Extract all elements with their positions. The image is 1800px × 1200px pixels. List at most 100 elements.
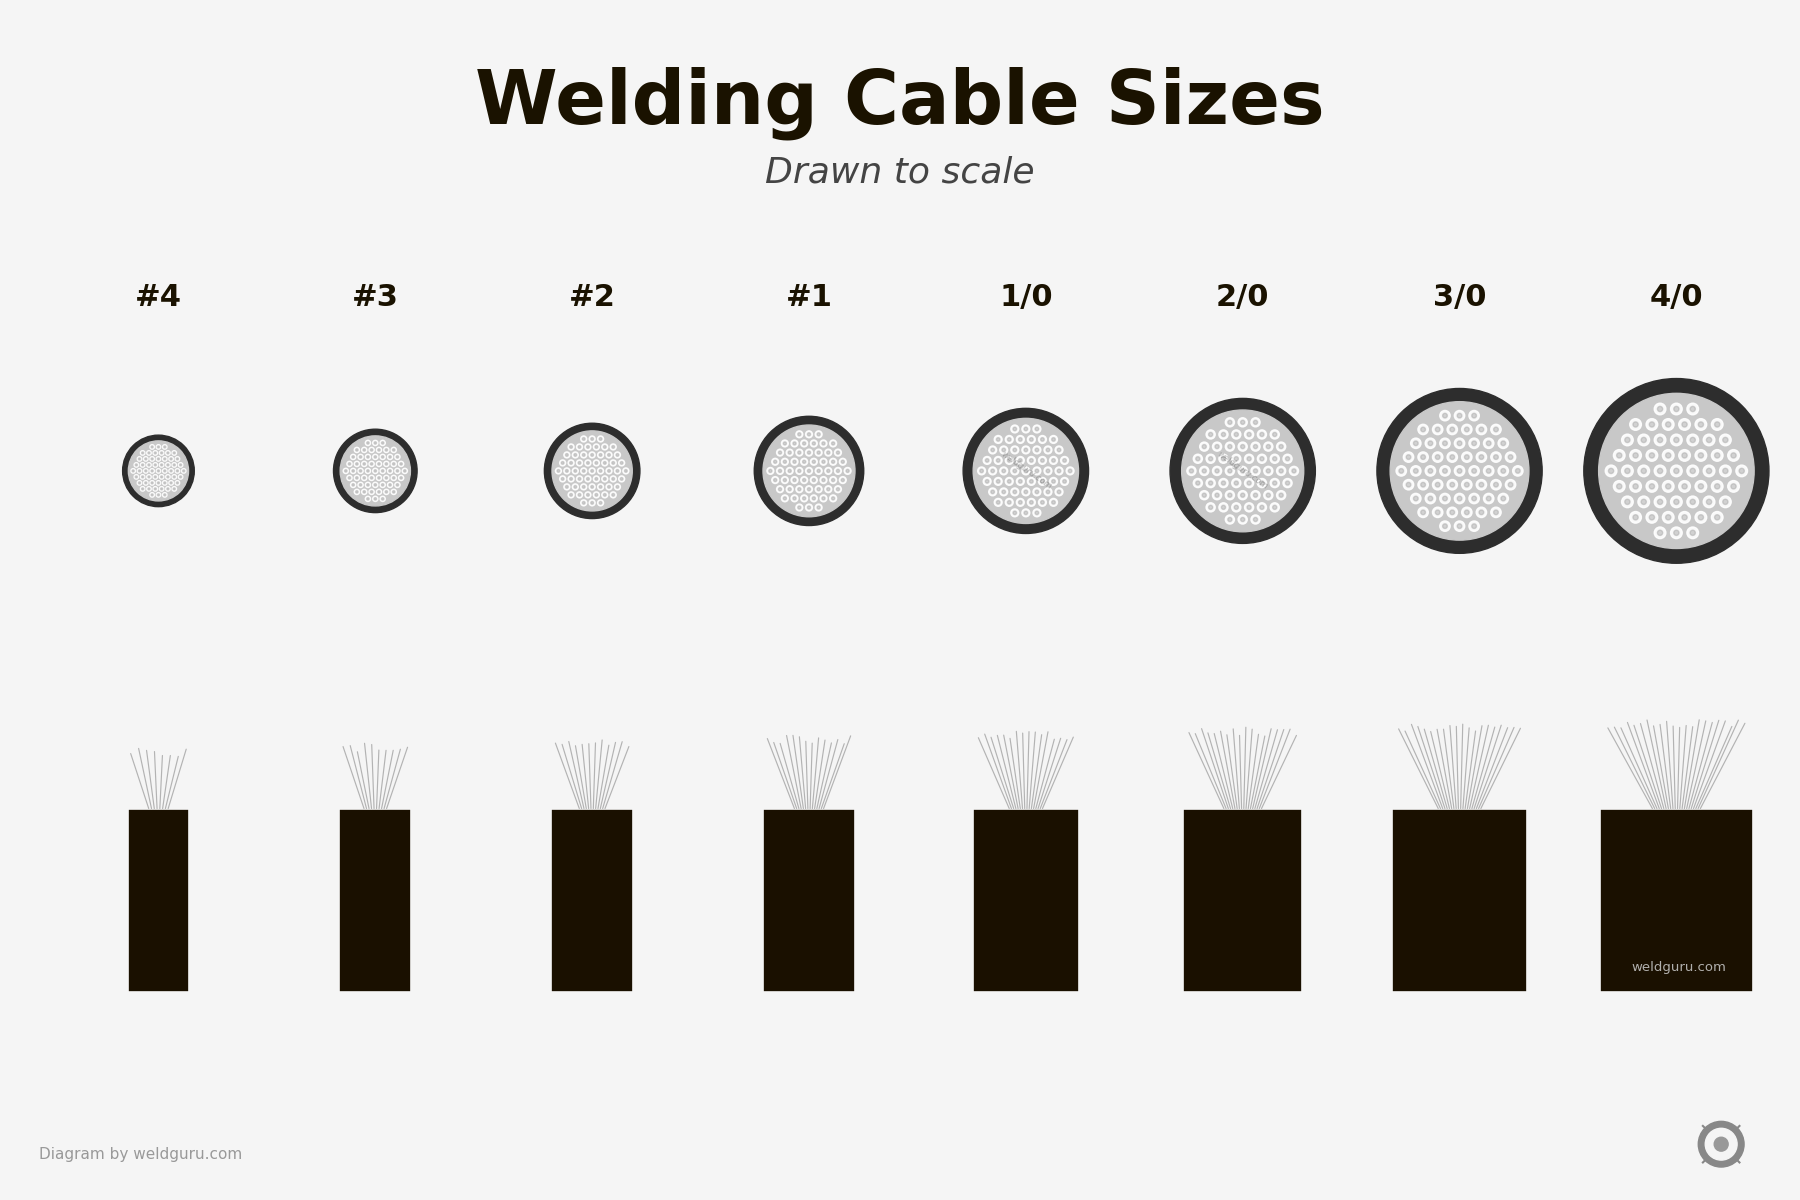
Circle shape: [616, 486, 619, 488]
Circle shape: [169, 470, 173, 472]
Circle shape: [169, 458, 173, 460]
Circle shape: [1213, 491, 1222, 499]
Circle shape: [583, 454, 585, 456]
Circle shape: [362, 475, 367, 480]
Circle shape: [376, 490, 382, 494]
Circle shape: [774, 461, 778, 463]
Circle shape: [823, 479, 824, 481]
Circle shape: [1613, 450, 1625, 461]
Circle shape: [1697, 452, 1703, 458]
Circle shape: [572, 468, 578, 474]
Circle shape: [1231, 479, 1240, 487]
Circle shape: [1049, 456, 1057, 464]
Circle shape: [353, 484, 355, 486]
Circle shape: [182, 469, 185, 473]
Circle shape: [160, 488, 162, 490]
Circle shape: [364, 476, 365, 479]
Circle shape: [167, 488, 169, 490]
Circle shape: [1490, 425, 1501, 434]
Circle shape: [1418, 452, 1429, 462]
Circle shape: [1616, 452, 1622, 458]
Circle shape: [808, 451, 810, 454]
Circle shape: [166, 463, 171, 467]
Circle shape: [598, 452, 603, 458]
Circle shape: [1622, 466, 1633, 476]
Circle shape: [365, 455, 371, 460]
Circle shape: [1649, 452, 1654, 458]
Circle shape: [1253, 517, 1258, 522]
Circle shape: [1728, 480, 1739, 492]
Circle shape: [1613, 480, 1625, 492]
Circle shape: [1024, 469, 1028, 473]
Circle shape: [157, 445, 160, 449]
Circle shape: [344, 469, 347, 472]
Circle shape: [1712, 480, 1723, 492]
Circle shape: [1044, 467, 1051, 475]
Circle shape: [1202, 444, 1206, 449]
Circle shape: [383, 475, 389, 480]
Circle shape: [1469, 466, 1480, 476]
Circle shape: [1501, 496, 1505, 500]
Circle shape: [1703, 496, 1715, 508]
Circle shape: [781, 476, 788, 484]
Bar: [763, 809, 855, 992]
Circle shape: [1039, 478, 1046, 485]
Circle shape: [598, 436, 603, 442]
Circle shape: [1674, 530, 1679, 535]
Text: #4: #4: [135, 283, 182, 312]
Circle shape: [1253, 444, 1258, 449]
Text: #1: #1: [785, 283, 832, 312]
Circle shape: [355, 490, 360, 494]
Circle shape: [360, 469, 362, 472]
Circle shape: [1458, 413, 1462, 418]
Circle shape: [1273, 432, 1276, 437]
Circle shape: [1044, 446, 1051, 454]
Circle shape: [144, 469, 148, 473]
Circle shape: [841, 479, 844, 481]
Circle shape: [1228, 469, 1231, 473]
Circle shape: [1476, 452, 1487, 462]
Circle shape: [162, 469, 167, 473]
Circle shape: [139, 458, 140, 460]
Circle shape: [585, 492, 590, 498]
Circle shape: [1231, 454, 1240, 463]
Circle shape: [391, 448, 396, 452]
Circle shape: [389, 469, 391, 472]
Circle shape: [1181, 410, 1303, 532]
Circle shape: [612, 493, 614, 497]
Circle shape: [817, 506, 821, 509]
Circle shape: [837, 451, 839, 454]
Circle shape: [983, 478, 992, 485]
Circle shape: [583, 486, 585, 488]
Circle shape: [1060, 478, 1069, 485]
Circle shape: [565, 469, 569, 473]
Circle shape: [1017, 478, 1024, 485]
Circle shape: [142, 464, 144, 466]
Circle shape: [1658, 530, 1663, 535]
Circle shape: [596, 478, 598, 480]
Circle shape: [151, 494, 153, 496]
Circle shape: [1442, 524, 1447, 528]
Circle shape: [1193, 479, 1202, 487]
Circle shape: [1028, 436, 1035, 443]
Circle shape: [1003, 469, 1006, 473]
Circle shape: [797, 433, 801, 436]
Circle shape: [817, 451, 821, 454]
Circle shape: [569, 476, 574, 482]
Circle shape: [587, 445, 589, 449]
Circle shape: [1609, 468, 1613, 474]
Circle shape: [781, 440, 788, 446]
Circle shape: [396, 456, 398, 458]
Circle shape: [142, 488, 144, 490]
Circle shape: [832, 461, 835, 463]
Circle shape: [1265, 493, 1271, 497]
Circle shape: [841, 461, 844, 463]
Circle shape: [824, 449, 832, 456]
Circle shape: [1030, 438, 1033, 442]
Circle shape: [1469, 438, 1480, 449]
Circle shape: [581, 468, 587, 474]
Circle shape: [823, 461, 824, 463]
Circle shape: [403, 469, 407, 472]
Circle shape: [164, 470, 166, 472]
Circle shape: [184, 470, 185, 472]
